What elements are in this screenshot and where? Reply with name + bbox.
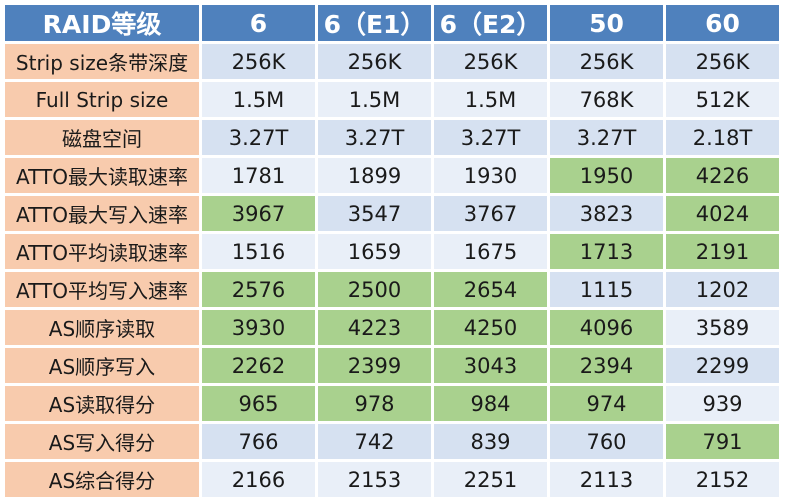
value-cell: 1781	[202, 158, 315, 193]
value-cell: 1930	[434, 158, 547, 193]
value-cell: 1.5M	[434, 82, 547, 117]
value-cell: 978	[318, 386, 431, 421]
header-level-cell: 6（E1）	[318, 5, 431, 41]
value-cell: 3.27T	[202, 120, 315, 155]
value-cell: 2152	[666, 462, 779, 497]
value-cell: 256K	[202, 44, 315, 79]
value-cell: 939	[666, 386, 779, 421]
value-cell: 1899	[318, 158, 431, 193]
value-cell: 2166	[202, 462, 315, 497]
table-row: AS读取得分 965 978 984 974 939	[5, 386, 779, 421]
value-cell: 1713	[550, 234, 663, 269]
table-row: Strip size条带深度 256K 256K 256K 256K 256K	[5, 44, 779, 79]
table-row: 磁盘空间 3.27T 3.27T 3.27T 3.27T 2.18T	[5, 120, 779, 155]
value-cell: 2299	[666, 348, 779, 383]
value-cell: 1202	[666, 272, 779, 307]
value-cell: 1516	[202, 234, 315, 269]
value-cell: 1115	[550, 272, 663, 307]
row-label-cell: AS读取得分	[5, 386, 199, 421]
value-cell: 2399	[318, 348, 431, 383]
value-cell: 3.27T	[318, 120, 431, 155]
value-cell: 766	[202, 424, 315, 459]
value-cell: 2576	[202, 272, 315, 307]
header-level-cell: 50	[550, 5, 663, 41]
value-cell: 2654	[434, 272, 547, 307]
value-cell: 1.5M	[318, 82, 431, 117]
value-cell: 256K	[550, 44, 663, 79]
value-cell: 4096	[550, 310, 663, 345]
value-cell: 1675	[434, 234, 547, 269]
row-label-cell: ATTO平均写入速率	[5, 272, 199, 307]
value-cell: 1659	[318, 234, 431, 269]
value-cell: 3767	[434, 196, 547, 231]
value-cell: 2191	[666, 234, 779, 269]
value-cell: 965	[202, 386, 315, 421]
value-cell: 2251	[434, 462, 547, 497]
value-cell: 3.27T	[434, 120, 547, 155]
value-cell: 2262	[202, 348, 315, 383]
table-row: ATTO平均写入速率 2576 2500 2654 1115 1202	[5, 272, 779, 307]
value-cell: 3589	[666, 310, 779, 345]
value-cell: 256K	[434, 44, 547, 79]
value-cell: 839	[434, 424, 547, 459]
value-cell: 2.18T	[666, 120, 779, 155]
value-cell: 768K	[550, 82, 663, 117]
table-row: AS综合得分 2166 2153 2251 2113 2152	[5, 462, 779, 497]
value-cell: 3967	[202, 196, 315, 231]
row-label-cell: AS顺序读取	[5, 310, 199, 345]
row-label-cell: 磁盘空间	[5, 120, 199, 155]
value-cell: 1950	[550, 158, 663, 193]
table-row: AS顺序读取 3930 4223 4250 4096 3589	[5, 310, 779, 345]
value-cell: 4024	[666, 196, 779, 231]
table-row: ATTO平均读取速率 1516 1659 1675 1713 2191	[5, 234, 779, 269]
value-cell: 2153	[318, 462, 431, 497]
row-label-cell: AS顺序写入	[5, 348, 199, 383]
row-label-cell: Strip size条带深度	[5, 44, 199, 79]
value-cell: 512K	[666, 82, 779, 117]
value-cell: 974	[550, 386, 663, 421]
value-cell: 2113	[550, 462, 663, 497]
table-row: Full Strip size 1.5M 1.5M 1.5M 768K 512K	[5, 82, 779, 117]
value-cell: 3547	[318, 196, 431, 231]
table-row: AS写入得分 766 742 839 760 791	[5, 424, 779, 459]
value-cell: 3043	[434, 348, 547, 383]
value-cell: 2394	[550, 348, 663, 383]
row-label-cell: ATTO最大读取速率	[5, 158, 199, 193]
value-cell: 256K	[666, 44, 779, 79]
value-cell: 1.5M	[202, 82, 315, 117]
table-row: ATTO最大读取速率 1781 1899 1930 1950 4226	[5, 158, 779, 193]
table-row: ATTO最大写入速率 3967 3547 3767 3823 4024	[5, 196, 779, 231]
value-cell: 4223	[318, 310, 431, 345]
value-cell: 760	[550, 424, 663, 459]
row-label-cell: ATTO平均读取速率	[5, 234, 199, 269]
table-body: Strip size条带深度 256K 256K 256K 256K 256K Full S…	[5, 44, 779, 497]
value-cell: 3.27T	[550, 120, 663, 155]
header-level-cell: 6	[202, 5, 315, 41]
value-cell: 984	[434, 386, 547, 421]
header-level-cell: 6（E2）	[434, 5, 547, 41]
value-cell: 3823	[550, 196, 663, 231]
value-cell: 4250	[434, 310, 547, 345]
header-row: RAID等级 6 6（E1） 6（E2） 50 60	[5, 5, 779, 41]
value-cell: 3930	[202, 310, 315, 345]
value-cell: 256K	[318, 44, 431, 79]
row-label-cell: AS写入得分	[5, 424, 199, 459]
value-cell: 742	[318, 424, 431, 459]
header-level-cell: 60	[666, 5, 779, 41]
row-label-cell: Full Strip size	[5, 82, 199, 117]
table-row: AS顺序写入 2262 2399 3043 2394 2299	[5, 348, 779, 383]
row-label-cell: AS综合得分	[5, 462, 199, 497]
header-label-cell: RAID等级	[5, 5, 199, 41]
value-cell: 2500	[318, 272, 431, 307]
value-cell: 791	[666, 424, 779, 459]
row-label-cell: ATTO最大写入速率	[5, 196, 199, 231]
value-cell: 4226	[666, 158, 779, 193]
